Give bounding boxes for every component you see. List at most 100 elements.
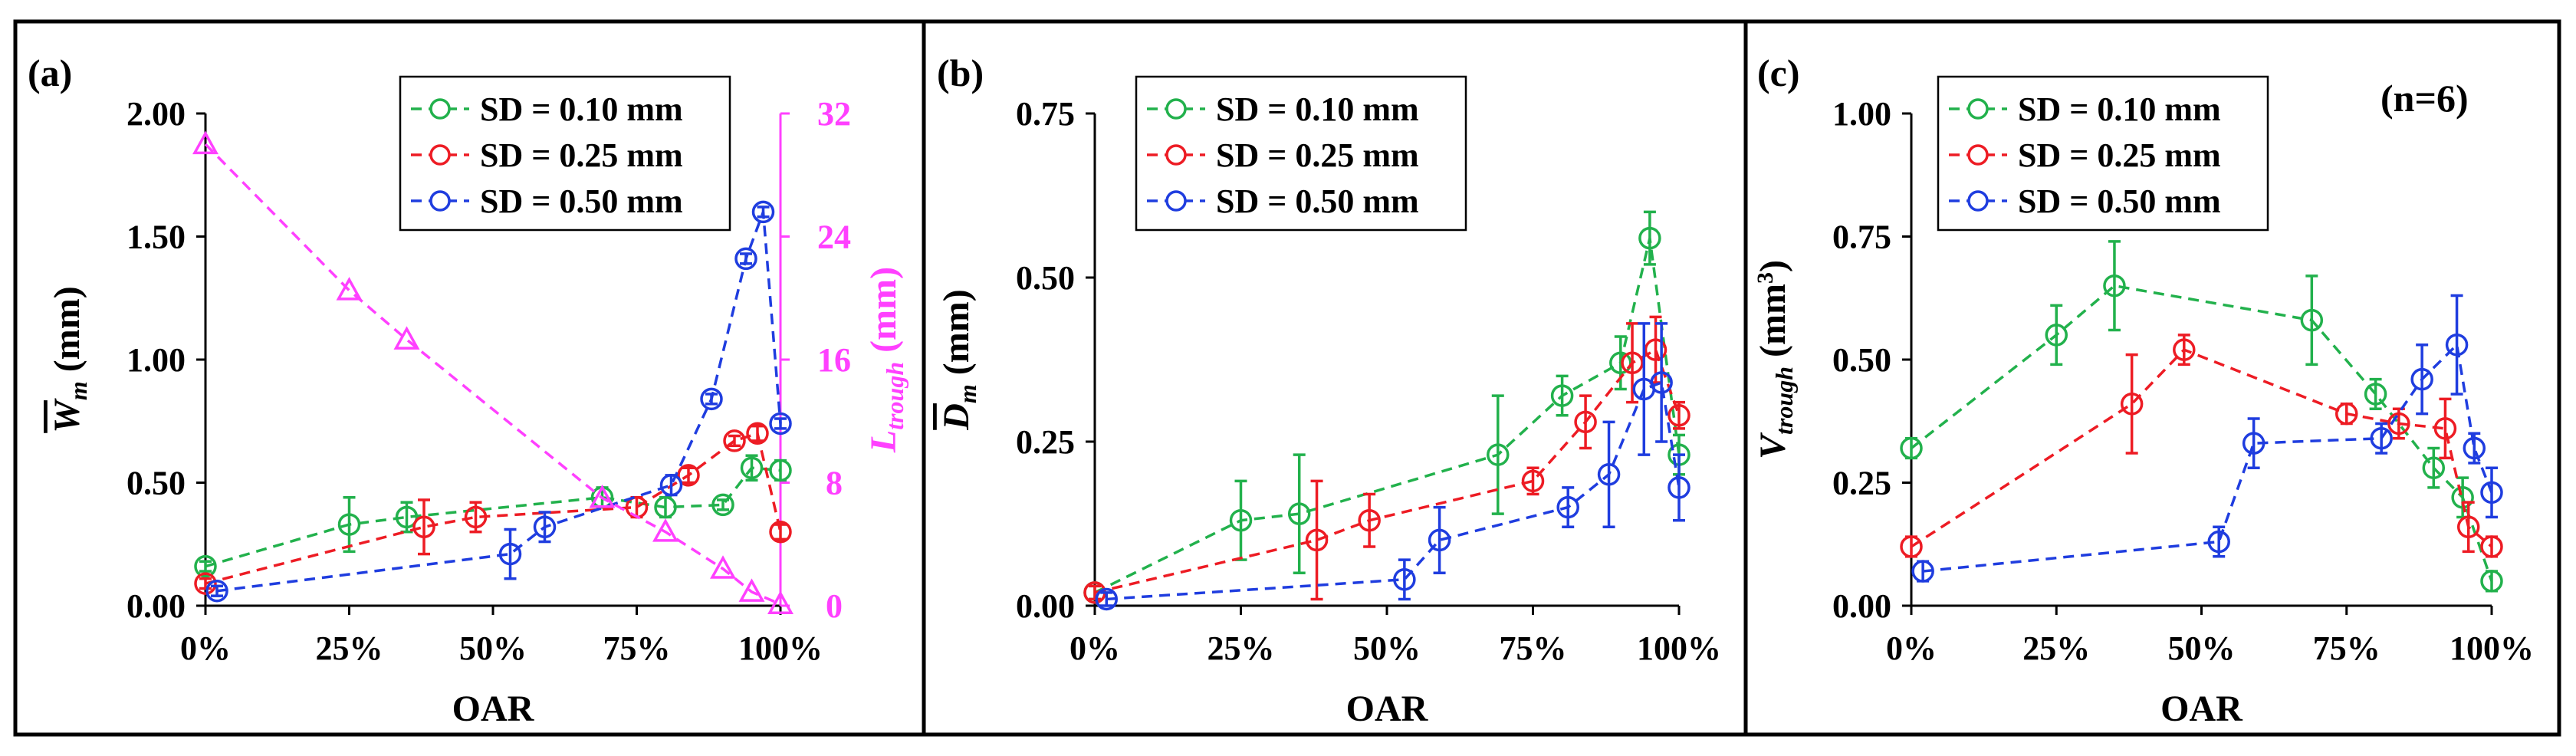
data-point xyxy=(1900,436,1923,460)
legend-label: SD = 0.25 mm xyxy=(2018,136,2221,174)
legend-box xyxy=(399,75,731,232)
x-axis-title: OAR xyxy=(1346,689,1429,729)
legend-label: SD = 0.10 mm xyxy=(2018,90,2221,128)
data-point-triangle xyxy=(710,555,736,579)
legend-box xyxy=(1937,75,2269,232)
series-line xyxy=(1094,238,1681,594)
data-point xyxy=(1574,410,1597,434)
data-point xyxy=(2045,324,2068,347)
data-point xyxy=(769,459,792,482)
data-point xyxy=(2433,417,2457,440)
data-point xyxy=(1393,568,1416,591)
panel-1: (b) 0% 25% 50% 75% 100% 0.00 0.25 0.50 0.75 OAR Dm … xyxy=(936,51,1721,729)
legend-marker xyxy=(1165,98,1187,120)
x-tick-label: 0% xyxy=(180,629,231,667)
series-line xyxy=(216,211,782,593)
y-tick-label: 0.50 xyxy=(127,465,186,502)
data-point xyxy=(723,429,746,452)
data-point xyxy=(194,572,217,595)
data-point xyxy=(1644,338,1668,361)
data-point xyxy=(1305,528,1329,552)
y-tick-label: 2.00 xyxy=(127,95,186,133)
x-tick-label: 50% xyxy=(459,629,527,667)
y-tick-label: 0.50 xyxy=(1016,259,1075,297)
y-tick-label: 1.00 xyxy=(1832,95,1891,133)
y-tick-label: 1.50 xyxy=(127,219,186,256)
x-tick-label: 25% xyxy=(316,629,383,667)
data-point xyxy=(205,579,228,603)
data-point xyxy=(2387,412,2410,436)
panel-0: (a) 0% 25% 50% 75% 100% 0.00 0.50 1.00 1.50 2.00 OA… xyxy=(28,51,909,729)
data-point xyxy=(711,493,734,517)
y-tick-label: 0.50 xyxy=(1832,341,1891,379)
y2-tick-label: 0 xyxy=(826,587,843,625)
y-tick-label: 0.75 xyxy=(1016,95,1075,133)
legend-label: SD = 0.25 mm xyxy=(480,136,683,174)
x-tick-label: 75% xyxy=(2313,629,2380,667)
x-axis-title: OAR xyxy=(452,689,535,729)
data-point xyxy=(734,247,757,271)
data-point xyxy=(2300,308,2324,332)
data-point xyxy=(677,464,700,487)
data-point xyxy=(1095,587,1118,611)
y-axis-title: Wm (mm) xyxy=(47,286,92,433)
data-point xyxy=(1556,495,1579,519)
data-point xyxy=(1487,443,1510,466)
data-point xyxy=(464,505,488,529)
annotation-n: (n=6) xyxy=(2380,77,2469,120)
data-point xyxy=(746,422,769,445)
data-point xyxy=(654,495,677,519)
data-point xyxy=(1597,463,1621,486)
x-axis-title: OAR xyxy=(2160,689,2243,729)
data-point xyxy=(659,473,683,497)
legend-label: SD = 0.50 mm xyxy=(1216,182,1419,220)
legend-marker xyxy=(1165,190,1187,212)
x-tick-label: 75% xyxy=(603,629,671,667)
data-point xyxy=(1287,502,1311,525)
data-point xyxy=(751,200,775,224)
data-point xyxy=(2364,383,2387,406)
data-point xyxy=(2422,456,2446,479)
figure-frame xyxy=(13,19,2561,737)
data-point xyxy=(412,515,435,539)
panel-label: (b) xyxy=(937,51,984,94)
data-point xyxy=(1358,508,1381,532)
data-point xyxy=(2207,530,2230,554)
legend-label: SD = 0.10 mm xyxy=(480,90,683,128)
data-point xyxy=(1550,384,1574,407)
legend-marker xyxy=(1967,190,1989,212)
legend-marker xyxy=(429,98,451,120)
y2-axis-title: Ltrough (mm) xyxy=(863,267,909,453)
y-tick-label: 0.25 xyxy=(1016,423,1075,461)
y-tick-label: 0.25 xyxy=(1832,465,1891,502)
data-point-triangle xyxy=(652,518,678,542)
data-point xyxy=(769,412,792,436)
panel-2: (c) 0% 25% 50% 75% 100% 0.00 0.25 0.50 0.75 1.00 OA… xyxy=(1753,51,2534,729)
data-point xyxy=(2480,570,2503,593)
x-tick-label: 100% xyxy=(738,629,823,667)
legend-marker xyxy=(429,144,451,166)
legend-marker xyxy=(429,190,451,212)
panel-label: (a) xyxy=(28,51,72,94)
y-tick-label: 1.00 xyxy=(127,341,186,379)
data-point-triangle xyxy=(192,130,219,155)
x-tick-label: 75% xyxy=(1500,629,1567,667)
x-tick-label: 50% xyxy=(1353,629,1421,667)
data-point xyxy=(740,456,764,479)
legend-label: SD = 0.25 mm xyxy=(1216,136,1419,174)
data-point xyxy=(2242,432,2266,455)
data-point xyxy=(498,542,522,566)
data-point xyxy=(1668,476,1691,499)
data-point xyxy=(1609,351,1632,375)
x-tick-label: 50% xyxy=(2168,629,2236,667)
y-tick-label: 0.75 xyxy=(1832,219,1891,256)
y2-tick-label: 8 xyxy=(826,465,843,502)
data-point xyxy=(2445,333,2469,357)
data-point-triangle xyxy=(767,590,794,614)
x-tick-label: 100% xyxy=(2450,629,2534,667)
legend-label: SD = 0.50 mm xyxy=(2018,182,2221,220)
x-tick-label: 100% xyxy=(1637,629,1721,667)
y-axis-title: Vtrough (mm3) xyxy=(1753,260,1798,459)
data-point xyxy=(1229,508,1253,532)
